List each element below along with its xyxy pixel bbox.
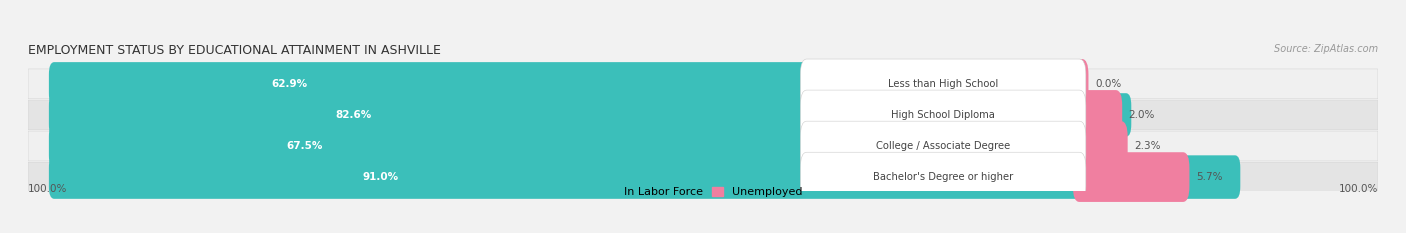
FancyBboxPatch shape <box>49 155 1240 199</box>
FancyBboxPatch shape <box>1073 152 1189 202</box>
Text: 5.7%: 5.7% <box>1197 172 1222 182</box>
Legend: In Labor Force, Unemployed: In Labor Force, Unemployed <box>603 187 803 197</box>
Text: Less than High School: Less than High School <box>889 79 998 89</box>
FancyBboxPatch shape <box>1073 121 1128 171</box>
FancyBboxPatch shape <box>800 121 1085 171</box>
FancyBboxPatch shape <box>28 100 1378 130</box>
Text: 62.9%: 62.9% <box>271 79 308 89</box>
Text: 100.0%: 100.0% <box>28 184 67 194</box>
FancyBboxPatch shape <box>800 152 1085 202</box>
Text: 2.0%: 2.0% <box>1129 110 1156 120</box>
Text: Bachelor's Degree or higher: Bachelor's Degree or higher <box>873 172 1014 182</box>
FancyBboxPatch shape <box>28 131 1378 161</box>
Text: College / Associate Degree: College / Associate Degree <box>876 141 1011 151</box>
Text: 67.5%: 67.5% <box>285 141 322 151</box>
FancyBboxPatch shape <box>800 59 1085 109</box>
FancyBboxPatch shape <box>1073 90 1122 140</box>
Text: 0.0%: 0.0% <box>1095 79 1121 89</box>
Text: 82.6%: 82.6% <box>335 110 371 120</box>
FancyBboxPatch shape <box>1073 59 1088 109</box>
Text: High School Diploma: High School Diploma <box>891 110 995 120</box>
Text: 91.0%: 91.0% <box>363 172 398 182</box>
FancyBboxPatch shape <box>28 162 1378 192</box>
FancyBboxPatch shape <box>49 93 1132 137</box>
FancyBboxPatch shape <box>49 62 876 106</box>
FancyBboxPatch shape <box>800 90 1085 140</box>
Text: EMPLOYMENT STATUS BY EDUCATIONAL ATTAINMENT IN ASHVILLE: EMPLOYMENT STATUS BY EDUCATIONAL ATTAINM… <box>28 44 441 57</box>
FancyBboxPatch shape <box>49 124 935 168</box>
Text: Source: ZipAtlas.com: Source: ZipAtlas.com <box>1274 44 1378 54</box>
Text: 2.3%: 2.3% <box>1135 141 1160 151</box>
FancyBboxPatch shape <box>28 69 1378 99</box>
Text: 100.0%: 100.0% <box>1339 184 1378 194</box>
